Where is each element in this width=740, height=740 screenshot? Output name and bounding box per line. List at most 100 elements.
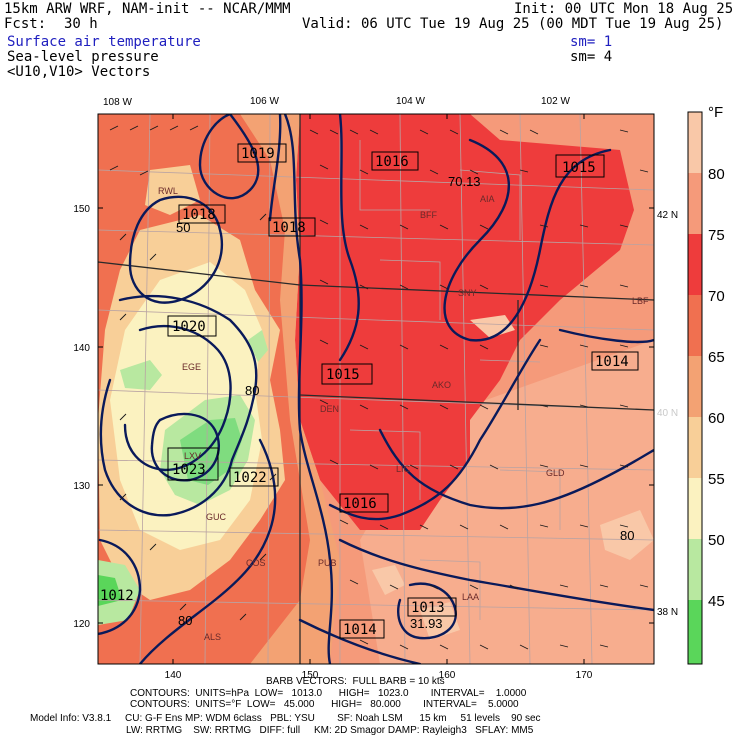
station-label: RWL [158,186,178,196]
temp-label: 31.93 [410,616,443,631]
temp-label: 80 [620,528,634,543]
isobar-label: 1014 [591,351,639,371]
colorbar-swatch [688,539,702,600]
station-label: ALS [204,632,221,642]
isobars [98,114,654,664]
station-label: BFF [420,210,438,220]
forecast-label: Fcst: [4,16,47,32]
color-bar: °F 80 75 70 65 60 55 50 45 [687,104,725,665]
isobar-label: 1013 [407,597,457,617]
field-pressure: Sea-level pressure [7,49,159,65]
isobar-label: 1015 [555,154,605,178]
colorbar-swatch [688,295,702,356]
lon-label: 106 W [250,96,279,107]
colorbar-swatch [688,112,702,173]
isobar-label: 1018 [268,217,316,237]
svg-text:1023: 1023 [172,462,206,478]
field-pressure-smoothing: sm= 4 [570,49,613,65]
y-tick-marks [98,114,654,664]
isobar-label: 1022 [229,467,279,487]
colorbar-swatch [688,173,702,234]
isobar-label: 1016 [371,151,419,171]
lat-label: 40 N [657,408,678,419]
temp-label: 70.13 [448,174,481,189]
x-tick: 150 [302,670,319,681]
model-title: 15km ARW WRF, NAM-init -- NCAR/MMM [4,1,291,17]
station-labels: RWL BFF AIA SNY LBF DEN AKO LIC GLD PUB … [158,186,649,642]
valid-time: Valid: 06 UTC Tue 19 Aug 25 (00 MDT Tue … [302,16,724,32]
x-tick: 160 [439,670,456,681]
colorbar-swatch [688,234,702,295]
station-label: AKO [432,380,451,390]
temperature-contour-info: CONTOURS: UNITS=°F LOW= 45.000 HIGH= 80.… [130,699,519,710]
x-tick: 170 [576,670,593,681]
y-tick: 130 [73,481,90,492]
station-label: LBF [632,296,649,306]
station-label: AIA [480,194,495,204]
county-grid [98,114,654,664]
station-label: LAA [462,592,479,602]
longitude-labels: 108 W 106 W 104 W 102 W [103,96,570,108]
svg-text:1020: 1020 [172,319,206,335]
model-info: Model Info: V3.8.1 CU: G-F Ens MP: WDM 6… [30,713,541,724]
lon-label: 104 W [396,96,425,107]
svg-text:1022: 1022 [233,470,267,486]
temp-label: 80 [178,613,192,628]
colorbar-swatch [688,356,702,417]
svg-text:1013: 1013 [411,600,445,616]
colorbar-swatch [688,478,702,539]
colorbar-label: 80 [708,166,725,183]
isobar-label: 1015 [321,363,373,385]
svg-text:1015: 1015 [562,160,596,176]
colorbar-label: 65 [708,349,725,366]
lat-label: 42 N [657,210,678,221]
isobar-label: 1014 [339,619,385,639]
y-axis-ticks: 150 140 130 120 [73,204,90,630]
colorbar-label: 75 [708,227,725,244]
field-temperature: Surface air temperature [7,34,201,50]
y-tick: 120 [73,619,90,630]
colorbar-label: 45 [708,593,725,610]
svg-text:1019: 1019 [241,146,275,162]
latitude-labels: 42 N 40 N 38 N [657,210,678,618]
svg-text:1016: 1016 [375,154,409,170]
colorbar-unit: °F [708,104,723,121]
colorbar-label: 60 [708,410,725,427]
station-label: PUB [318,558,337,568]
lon-label: 102 W [541,96,570,107]
pressure-contour-info: CONTOURS: UNITS=hPa LOW= 1013.0 HIGH= 10… [130,688,527,699]
station-label: GLD [546,468,565,478]
station-label: COS [246,558,266,568]
x-tick: 140 [165,670,182,681]
init-time: Init: 00 UTC Mon 18 Aug 25 [514,1,734,17]
temp-label: 80 [245,383,259,398]
physics-info: LW: RRTMG SW: RRTMG DIFF: full KM: 2D Sm… [126,725,534,736]
lon-label: 108 W [103,97,132,108]
field-vectors: <U10,V10> Vectors [7,64,151,80]
forecast-hour: 30 h [64,16,98,32]
svg-text:1016: 1016 [343,496,377,512]
barb-legend: BARB VECTORS: FULL BARB = 10 kts [266,676,445,687]
lat-label: 38 N [657,607,678,618]
station-label: GUC [206,512,227,522]
isobar-label: 1018 [178,204,226,224]
station-label: LXV [184,451,201,461]
colorbar-label: 50 [708,532,725,549]
station-label: SNY [458,288,477,298]
map-frame [97,113,655,665]
svg-text:1018: 1018 [272,220,306,236]
wind-barbs [109,125,649,650]
colorbar-label: 70 [708,288,725,305]
temperature-labels: 70.13 80 80 80 31.93 50 [176,174,634,631]
svg-text:1014: 1014 [343,622,377,638]
x-axis-ticks: 140 150 160 170 [165,670,593,681]
colorbar-swatch [688,417,702,478]
y-tick: 150 [73,204,90,215]
station-label: DEN [320,404,339,414]
isobar-label: 1012 [100,588,134,604]
svg-text:1015: 1015 [326,367,360,383]
isobar-labels: 1019 1016 1015 1018 1018 1020 1015 1014 … [100,143,639,639]
y-tick: 140 [73,343,90,354]
field-temperature-smoothing: sm= 1 [570,34,613,50]
